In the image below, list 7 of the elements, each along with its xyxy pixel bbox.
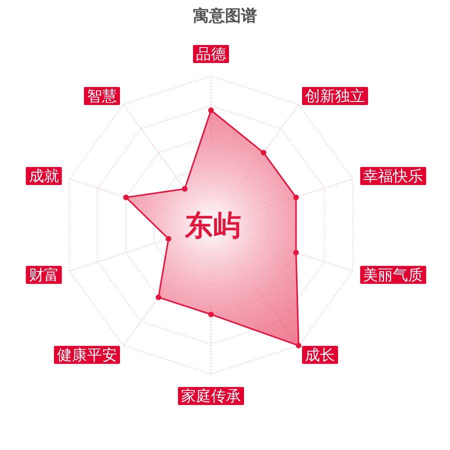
spoke-label: 财富: [28, 266, 59, 284]
spoke-label: 智慧: [86, 86, 117, 105]
annotation: 东屿: [185, 209, 241, 242]
spoke-label: 品德: [196, 45, 226, 63]
spoke-label: 成长: [305, 346, 336, 364]
spoke-label: 成就: [28, 166, 59, 185]
title: 寓意图谱: [193, 6, 257, 25]
